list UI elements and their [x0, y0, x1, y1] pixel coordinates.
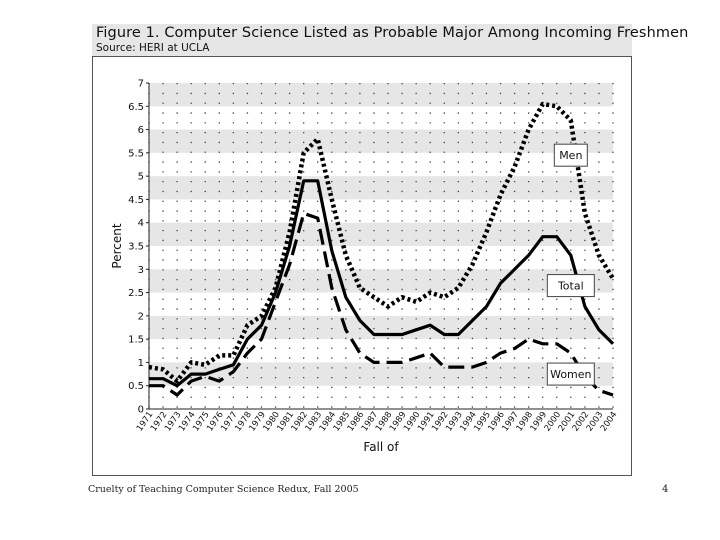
- y-tick-label: 3: [138, 265, 144, 276]
- series-label-women: Women: [550, 368, 591, 381]
- y-tick-label: 4.5: [128, 195, 144, 206]
- series-label-box-total: [546, 274, 595, 298]
- figure-header: Figure 1. Computer Science Listed as Pro…: [92, 24, 688, 56]
- grid-band: [149, 176, 613, 200]
- y-tick-label: 2: [138, 311, 144, 322]
- y-tick-label: 3.5: [128, 242, 144, 253]
- y-tick-label: 4: [138, 218, 144, 229]
- grid-band: [149, 129, 613, 153]
- series-label-box-women: [546, 362, 595, 386]
- y-tick-label: 0.5: [128, 381, 144, 392]
- background-bands: [149, 83, 613, 386]
- y-tick-label: 5: [138, 172, 144, 183]
- figure-title: Figure 1. Computer Science Listed as Pro…: [96, 25, 689, 41]
- series-line-total: [149, 179, 615, 388]
- x-tick-labels: 1971197219731974197519761977197819791980…: [135, 410, 620, 433]
- y-axis-label: Percent: [110, 223, 124, 268]
- grid-band: [149, 222, 613, 246]
- page-number: 4: [662, 484, 669, 495]
- figure-frame: [92, 56, 632, 476]
- grid-band: [149, 269, 613, 293]
- y-tick-label: 5.5: [128, 148, 144, 159]
- y-tick-labels: 0 0.5 1 1.5 2 2.5 3 3.5 4 4.5 5 5.5 6 6.5 7: [128, 79, 149, 416]
- y-tick-label: 0: [138, 405, 144, 416]
- y-tick-label: 1: [138, 358, 144, 369]
- footer-text: Cruelty of Teaching Computer Science Red…: [88, 484, 359, 495]
- figure-source: Source: HERI at UCLA: [96, 42, 210, 54]
- series-label-box-men: [553, 143, 588, 167]
- series-lines: [148, 101, 615, 397]
- series-label-total: Total: [557, 280, 584, 293]
- y-tick-label: 1.5: [128, 335, 144, 346]
- y-tick-label: 6: [138, 125, 144, 136]
- line-chart: 0 0.5 1 1.5 2 2.5 3 3.5 4 4.5 5 5.5 6 6.5 7 1971197219…: [110, 79, 620, 455]
- y-tick-label: 6.5: [128, 102, 144, 113]
- series-labels: Men Total Women: [546, 143, 595, 386]
- series-label-men: Men: [559, 149, 582, 162]
- y-tick-label: 2.5: [128, 288, 144, 299]
- y-tick-label: 7: [138, 79, 144, 90]
- series-line-women: [149, 211, 614, 397]
- grid-band: [149, 362, 613, 386]
- grid-band: [149, 83, 613, 107]
- x-axis-label: Fall of: [363, 440, 399, 454]
